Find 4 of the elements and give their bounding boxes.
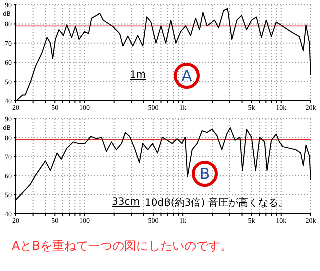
annotation: 1m: [130, 70, 146, 81]
annotation: 33cm: [112, 197, 140, 208]
text: AとBを重ねて一つの図にしたいのです。: [12, 238, 232, 255]
annotation: 10dB(約3倍) 音圧が高くなる。: [145, 196, 288, 210]
